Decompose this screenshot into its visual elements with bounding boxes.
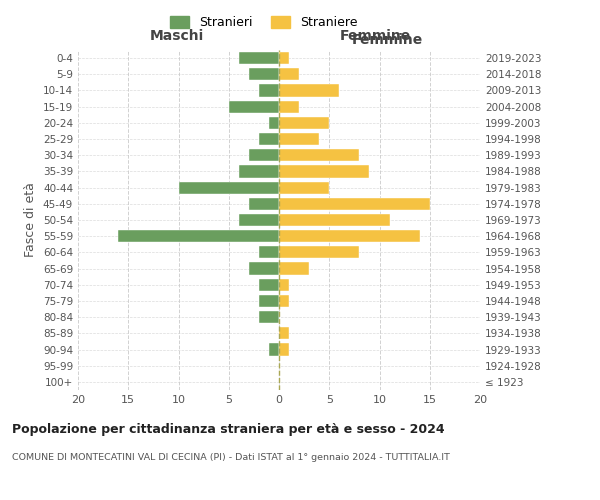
Text: Maschi: Maschi [150, 28, 204, 42]
Bar [279, 230, 420, 242]
Bar [249, 262, 279, 274]
Bar [179, 182, 279, 194]
Text: Femmine: Femmine [352, 32, 423, 46]
Bar [259, 295, 279, 307]
Bar [259, 246, 279, 258]
Bar [279, 278, 289, 291]
Bar [118, 230, 279, 242]
Bar [239, 52, 279, 64]
Bar [259, 311, 279, 323]
Text: Popolazione per cittadinanza straniera per età e sesso - 2024: Popolazione per cittadinanza straniera p… [12, 422, 445, 436]
Bar [249, 198, 279, 210]
Text: COMUNE DI MONTECATINI VAL DI CECINA (PI) - Dati ISTAT al 1° gennaio 2024 - TUTTI: COMUNE DI MONTECATINI VAL DI CECINA (PI)… [12, 452, 450, 462]
Bar [239, 214, 279, 226]
Bar [279, 166, 370, 177]
Bar [279, 84, 340, 96]
Bar [279, 262, 309, 274]
Bar [249, 149, 279, 162]
Bar [279, 214, 389, 226]
Bar [269, 117, 279, 129]
Bar [269, 344, 279, 355]
Bar [279, 182, 329, 194]
Text: Femmine: Femmine [340, 28, 410, 42]
Bar [279, 52, 289, 64]
Y-axis label: Fasce di età: Fasce di età [25, 182, 37, 258]
Bar [279, 246, 359, 258]
Bar [279, 149, 359, 162]
Bar [249, 68, 279, 80]
Bar [279, 295, 289, 307]
Bar [279, 68, 299, 80]
Bar [279, 198, 430, 210]
Bar [279, 344, 289, 355]
Bar [259, 84, 279, 96]
Bar [279, 133, 319, 145]
Bar [259, 133, 279, 145]
Bar [279, 117, 329, 129]
Bar [229, 100, 279, 112]
Bar [259, 278, 279, 291]
Bar [239, 166, 279, 177]
Bar [279, 100, 299, 112]
Bar [279, 328, 289, 340]
Y-axis label: Anni di nascita: Anni di nascita [598, 174, 600, 266]
Legend: Stranieri, Straniere: Stranieri, Straniere [166, 11, 362, 34]
